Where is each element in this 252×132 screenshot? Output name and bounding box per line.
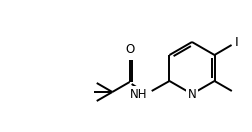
Text: N: N	[188, 88, 196, 102]
Text: NH: NH	[130, 88, 148, 100]
Text: I: I	[235, 37, 238, 50]
Text: O: O	[125, 43, 134, 56]
